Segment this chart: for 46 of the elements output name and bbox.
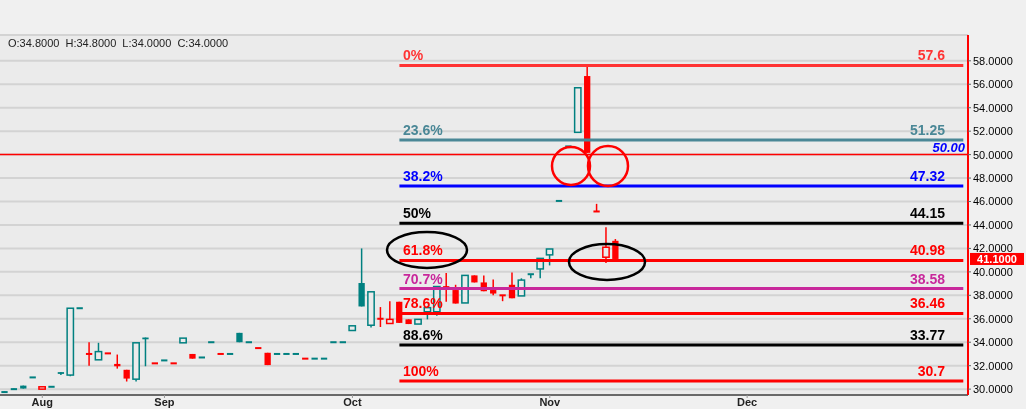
- ref-line-label: 57.6: [917, 47, 946, 64]
- x-tick-label: Dec: [737, 395, 758, 408]
- ref-line-label: 50.00: [932, 139, 966, 155]
- y-tick-label: 32.0000: [973, 359, 1013, 372]
- annotation: 0%: [403, 47, 424, 64]
- ref-line-label: 38.58: [909, 270, 946, 287]
- candlestick: [84, 341, 94, 367]
- candlestick: [385, 300, 394, 325]
- ref-line-label: 51.25: [909, 121, 946, 138]
- candlestick: [376, 306, 385, 328]
- annotation: 61.8%: [403, 242, 444, 259]
- y-tick-label: 36.0000: [973, 312, 1013, 325]
- ref-line-label: 44.15: [909, 205, 946, 222]
- y-tick-label: 34.0000: [973, 336, 1013, 349]
- ref-line-label: 33.77: [909, 326, 946, 343]
- annotation: O:34.8000 H:34.8000 L:34.0000 C:34.0000: [8, 37, 229, 49]
- candlestick: [452, 284, 459, 305]
- y-tick-label: 48.0000: [973, 171, 1013, 184]
- annotation: 88.6%: [403, 326, 444, 343]
- y-tick-label: 30.0000: [973, 383, 1013, 396]
- y-tick-label: 56.0000: [973, 78, 1013, 91]
- ref-line-label: 36.46: [909, 295, 946, 312]
- y-tick-label: 58.0000: [973, 54, 1013, 67]
- annotation: 100%: [403, 362, 440, 379]
- annotation: 38.2%: [403, 168, 444, 185]
- annotation: 50%: [403, 205, 432, 222]
- y-tick-label: 54.0000: [973, 101, 1013, 114]
- x-tick-label: Oct: [343, 395, 362, 408]
- y-tick-label: 50.0000: [973, 148, 1013, 161]
- ref-line-label: 47.32: [909, 168, 946, 185]
- candlestick: [526, 273, 535, 280]
- x-tick-label: Nov: [539, 395, 562, 408]
- annotation: 70.7%: [403, 270, 444, 287]
- y-tick-label: 38.0000: [973, 289, 1013, 302]
- annotation: 23.6%: [403, 121, 444, 138]
- ref-line-label: 30.7: [917, 362, 946, 379]
- y-tick-label: 42.0000: [973, 242, 1013, 255]
- x-tick-label: Aug: [31, 395, 53, 408]
- text: 41.1000: [977, 252, 1017, 265]
- ref-line-label: 40.98: [909, 242, 946, 259]
- y-tick-label: 44.0000: [973, 218, 1013, 231]
- candlestick: [358, 247, 365, 308]
- x-tick-label: Sep: [154, 395, 175, 408]
- y-tick-label: 46.0000: [973, 195, 1013, 208]
- y-tick-label: 40.0000: [973, 265, 1013, 278]
- y-tick-label: 52.0000: [973, 125, 1013, 138]
